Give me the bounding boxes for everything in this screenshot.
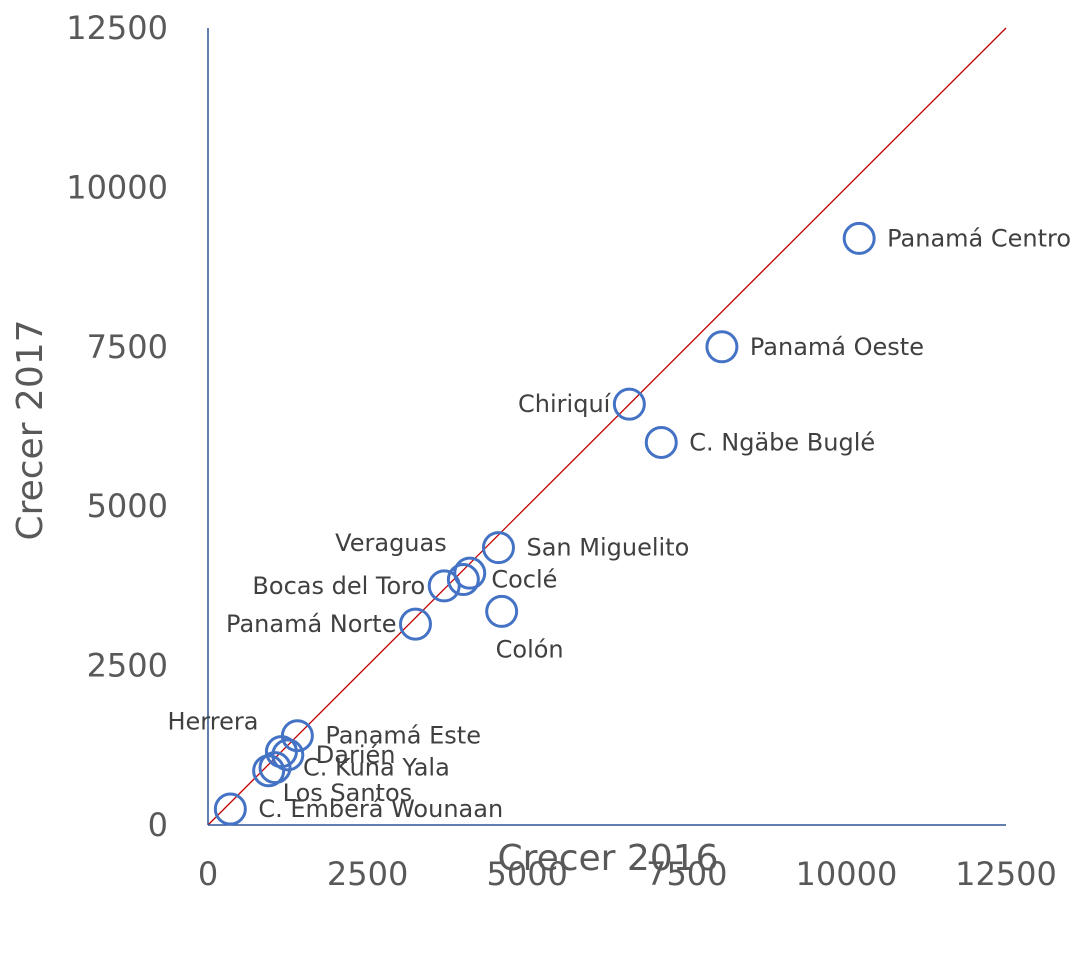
y-tick-label: 5000: [87, 487, 168, 525]
point-label: Chiriquí: [518, 390, 612, 418]
data-point: [644, 425, 678, 459]
y-tick-label: 7500: [87, 328, 168, 366]
y-tick-label: 0: [148, 806, 168, 844]
point-label: C. Kuna Yala: [303, 754, 450, 782]
point-label: Panamá Este: [325, 722, 481, 750]
reference-line-group: [207, 27, 1007, 826]
point-label: Los Santos: [283, 779, 413, 807]
point-label: C. Emberá Wounaan: [258, 795, 503, 823]
point-label: Veraguas: [335, 529, 447, 557]
x-tick-label: 10000: [796, 855, 898, 893]
y-tick-label: 2500: [87, 647, 168, 685]
point-label: Panamá Oeste: [750, 333, 924, 361]
data-point: [705, 330, 739, 364]
point-label: Panamá Norte: [226, 610, 396, 638]
y-tick-label: 12500: [66, 9, 168, 47]
data-point: [481, 531, 515, 565]
x-tick-label: 0: [198, 855, 218, 893]
x-tick-label: 12500: [955, 855, 1057, 893]
x-axis-title: Crecer 2016: [497, 838, 718, 879]
data-point: [427, 569, 461, 603]
point-label: Darién: [316, 741, 396, 769]
data-point: [398, 607, 432, 641]
data-point: [612, 387, 646, 421]
x-tick-label: 2500: [327, 855, 408, 893]
data-point: [842, 221, 876, 255]
x-tick-label: 5000: [486, 855, 567, 893]
point-label: Panamá Centro: [887, 224, 1071, 252]
reference-line: [207, 27, 1007, 826]
point-label: C. Ngäbe Buglé: [689, 428, 875, 456]
point-label: Colón: [496, 635, 564, 663]
point-labels-group: Panamá Centro Panamá Oeste Chiriquí C. Ngäb…: [167, 224, 1071, 823]
data-point: [446, 563, 480, 597]
data-point: [280, 719, 314, 753]
data-point: [258, 751, 292, 785]
point-label: Bocas del Toro: [252, 572, 425, 600]
point-label: San Miguelito: [526, 534, 689, 562]
y-axis-title: Crecer 2017: [10, 319, 51, 540]
y-tick-label: 10000: [66, 168, 168, 206]
data-point: [485, 594, 519, 628]
tick-labels-group: 0 2500 5000 7500 10000 12500 0 2500 5000 7500 1000…: [66, 9, 1057, 893]
data-points-group: [213, 221, 876, 826]
data-point: [453, 556, 487, 590]
x-tick-label: 7500: [646, 855, 727, 893]
data-point: [252, 754, 286, 788]
point-label: Coclé: [491, 566, 557, 594]
axes-group: [207, 28, 1006, 826]
data-point: [213, 792, 247, 826]
point-label: Herrera: [167, 708, 258, 736]
